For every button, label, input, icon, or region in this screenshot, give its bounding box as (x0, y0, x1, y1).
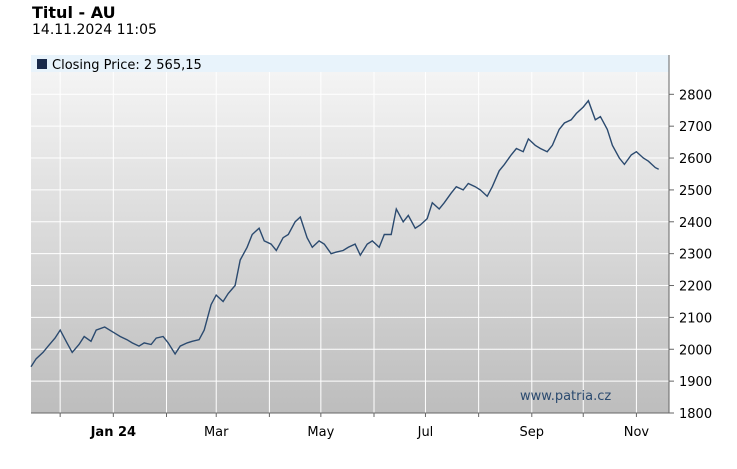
y-tick-label: 2800 (679, 88, 712, 103)
plot-area (31, 72, 669, 413)
x-tick-label: Jul (417, 425, 434, 440)
y-tick-label: 2000 (679, 343, 712, 358)
y-axis: 1800 1900 2000 2100 2200 2300 2400 2500 2600 2700… (669, 88, 712, 422)
y-tick-label: 2700 (679, 120, 712, 135)
y-tick-label: 2400 (679, 216, 712, 231)
x-tick-label: Mar (204, 425, 229, 440)
timestamp: 14.11.2024 11:05 (32, 22, 157, 38)
closing-price-line (30, 99, 659, 368)
y-tick-label: 1900 (679, 375, 712, 390)
x-tick-label: Nov (624, 425, 650, 440)
legend-label: Closing Price: 2 565,15 (52, 58, 202, 73)
x-axis: Jan 24 Mar May Jul Sep Nov (59, 413, 650, 440)
y-tick-label: 2200 (679, 280, 712, 295)
y-tick-label: 2600 (679, 152, 712, 167)
y-tick-label: 1800 (679, 407, 712, 422)
y-tick-label: 2500 (679, 184, 712, 199)
y-tick-label: 2300 (679, 248, 712, 263)
x-tick-label: Jan 24 (90, 425, 136, 440)
watermark: www.patria.cz (520, 389, 611, 404)
y-tick-label: 2100 (679, 311, 712, 326)
legend-band (31, 55, 669, 72)
x-tick-label: May (307, 425, 334, 440)
x-tick-label: Sep (520, 425, 545, 440)
legend-swatch (37, 59, 47, 69)
chart-title: Titul - AU (32, 3, 116, 22)
